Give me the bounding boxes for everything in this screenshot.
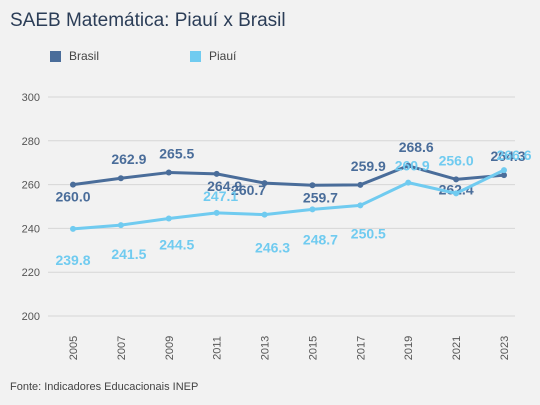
- data-label: 246.3: [255, 240, 290, 256]
- data-point: [453, 190, 460, 197]
- x-tick-label: 2013: [260, 336, 272, 360]
- y-tick-label: 300: [22, 92, 40, 104]
- data-point: [357, 202, 364, 209]
- y-tick-label: 240: [22, 223, 40, 235]
- data-label: 260.0: [55, 189, 90, 205]
- data-label: 260.9: [395, 158, 430, 174]
- data-label: 248.7: [303, 231, 338, 247]
- x-tick-label: 2017: [355, 336, 367, 360]
- data-point: [405, 179, 412, 186]
- data-point: [501, 167, 507, 174]
- data-point: [261, 211, 268, 218]
- series-line-piaui: [72, 168, 505, 231]
- data-label: 241.5: [111, 246, 146, 262]
- y-tick-label: 280: [22, 136, 40, 148]
- data-label: 247.1: [203, 188, 238, 204]
- legend-swatch-brasil: [50, 50, 61, 62]
- legend-item-brasil: Brasil: [50, 49, 190, 63]
- y-tick-label: 220: [22, 267, 40, 279]
- data-point: [405, 162, 412, 169]
- x-tick-label: 2023: [499, 336, 511, 360]
- data-point: [309, 206, 316, 213]
- data-point: [261, 180, 268, 187]
- x-tick-label: 2021: [451, 336, 463, 360]
- x-tick-label: 2019: [403, 336, 415, 360]
- data-label: 264.3: [490, 148, 525, 164]
- data-point: [70, 225, 76, 232]
- source-note: Fonte: Indicadores Educacionais INEP: [10, 381, 199, 393]
- data-label: 264.9: [207, 178, 242, 194]
- data-point: [213, 170, 220, 177]
- chart-title: SAEB Matemática: Piauí x Brasil: [10, 10, 286, 31]
- legend-item-piaui: Piauí: [190, 49, 330, 63]
- data-label: 262.4: [439, 181, 474, 197]
- data-label: 260.7: [231, 182, 266, 198]
- data-label: 250.5: [351, 225, 386, 241]
- data-point: [357, 181, 364, 188]
- legend: Brasil Piauí: [50, 49, 330, 63]
- data-point: [117, 222, 124, 229]
- data-point: [453, 176, 460, 183]
- data-point: [165, 215, 172, 222]
- x-tick-label: 2015: [307, 336, 319, 360]
- x-tick-label: 2007: [116, 336, 128, 360]
- data-point: [501, 172, 507, 179]
- data-point: [213, 209, 220, 216]
- series-line-brasil: [72, 164, 505, 187]
- data-point: [70, 181, 76, 188]
- data-label: 244.5: [159, 237, 194, 253]
- data-label: 266.6: [496, 147, 531, 163]
- x-tick-label: 2011: [212, 336, 224, 360]
- legend-swatch-piaui: [190, 50, 201, 62]
- y-tick-label: 200: [22, 311, 40, 323]
- data-label: 239.8: [55, 252, 90, 268]
- data-label: 256.0: [439, 152, 474, 168]
- data-point: [309, 182, 316, 189]
- data-label: 259.7: [303, 189, 338, 205]
- x-tick-label: 2009: [164, 336, 176, 360]
- data-label: 268.6: [399, 139, 434, 155]
- data-label: 259.9: [351, 158, 386, 174]
- x-tick-label: 2005: [68, 336, 80, 360]
- data-label: 262.9: [111, 151, 146, 167]
- legend-label-brasil: Brasil: [69, 49, 100, 63]
- y-tick-label: 260: [22, 180, 40, 192]
- data-point: [117, 175, 124, 182]
- data-label: 265.5: [159, 146, 194, 162]
- legend-label-piaui: Piauí: [209, 49, 237, 63]
- data-point: [165, 169, 172, 176]
